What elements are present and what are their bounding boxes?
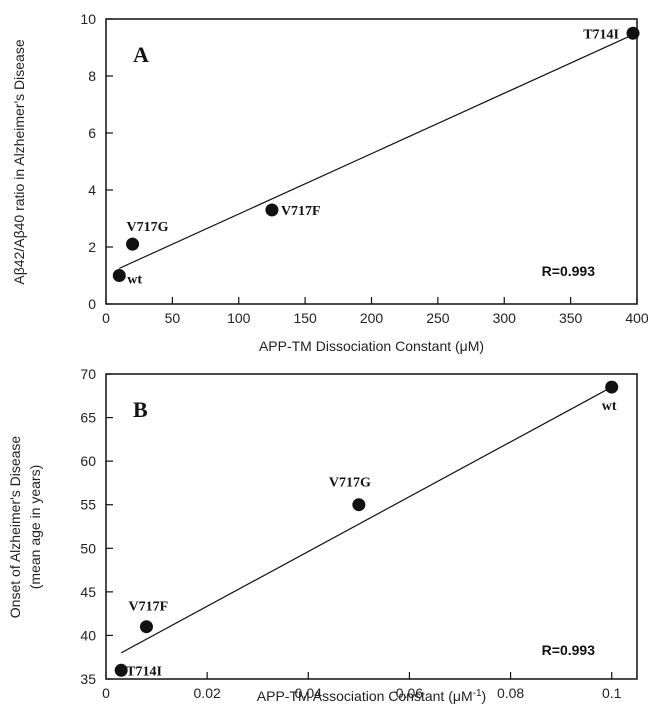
panel-b-y-tick-label: 50	[80, 540, 96, 556]
panel-a: A R=0.993 APP-TM Dissociation Constant (…	[11, 11, 648, 354]
panel-b-x-tick-label: 0.06	[396, 685, 423, 701]
panel-b-marks: T714I V717F V717G wt	[114, 380, 619, 679]
panel-a-y-tick-label: 10	[80, 11, 96, 27]
panel-a-point-label: V717G	[127, 220, 169, 235]
panel-a-y-tick-label: 8	[88, 68, 96, 84]
panel-b-x-axis-title-superscript: -1	[473, 688, 482, 699]
panel-a-x-tick-label: 0	[102, 310, 110, 326]
panel-b-y-tick-label: 60	[80, 453, 96, 469]
panel-b-data-point	[139, 620, 153, 634]
panel-b-x-tick-label: 0.08	[497, 685, 524, 701]
panel-b-x-axis-title: APP-TM Association Constant (μM-1)	[257, 688, 486, 704]
panel-b-x-tick-label: 0.02	[194, 685, 221, 701]
panel-b-y-tick-label: 65	[80, 410, 96, 426]
panel-a-x-tick-label: 50	[165, 310, 181, 326]
panel-b-ticks: 0 0.02 0.04 0.06 0.08 0.1 35 40 45 50 55 60 65 70	[80, 366, 621, 701]
panel-b: B R=0.993 APP-TM Association Constant (μ…	[7, 366, 638, 704]
panel-b-letter: B	[133, 397, 148, 422]
panel-b-data-point	[114, 663, 128, 677]
panel-b-regression-line	[120, 386, 613, 654]
panel-a-marks: wt V717G V717F T714I	[112, 26, 640, 288]
panel-b-y-tick-label: 35	[80, 671, 96, 687]
panel-a-x-tick-label: 400	[625, 310, 648, 326]
panel-a-point-label: V717F	[281, 204, 321, 219]
panel-b-x-tick-label: 0	[102, 685, 110, 701]
panel-b-data-point	[605, 380, 619, 394]
panel-b-x-axis-title-main: APP-TM Association Constant (μM	[257, 688, 473, 704]
panel-a-y-tick-label: 2	[88, 239, 96, 255]
panel-a-x-tick-label: 100	[227, 310, 251, 326]
panel-a-x-tick-label: 150	[293, 310, 317, 326]
panel-b-y-tick-label: 70	[80, 366, 96, 382]
panel-a-point-label: T714I	[583, 27, 619, 42]
panel-a-y-tick-label: 0	[88, 296, 96, 312]
panel-a-x-axis-title: APP-TM Dissociation Constant (μM)	[259, 338, 484, 354]
panel-a-ticks: 0 50 100 150 200 250 300 350 400 0 2 4 6 8 10	[80, 11, 648, 326]
panel-a-data-point	[112, 269, 126, 282]
panel-a-data-point	[626, 26, 640, 40]
panel-b-x-tick-label: 0.1	[602, 685, 622, 701]
panel-b-frame	[105, 373, 638, 680]
panel-a-x-tick-label: 350	[559, 310, 583, 326]
panel-a-regression-line	[119, 34, 634, 269]
panel-b-y-axis-title-line2: (mean age in years)	[27, 465, 43, 590]
panel-b-data-point	[352, 498, 366, 512]
panel-b-point-label: V717F	[128, 600, 168, 615]
panel-b-point-label: T714I	[126, 664, 162, 679]
panel-b-x-tick-label: 0.04	[295, 685, 322, 701]
panel-a-x-tick-label: 200	[360, 310, 384, 326]
panel-b-point-label: wt	[602, 399, 617, 414]
panel-a-x-tick-label: 300	[493, 310, 517, 326]
panel-a-x-tick-label: 250	[426, 310, 450, 326]
panel-a-point-label: wt	[127, 273, 142, 288]
panel-a-y-axis-title: Aβ42/Aβ40 ratio in Alzheimer's Disease	[11, 39, 27, 284]
panel-a-y-tick-label: 4	[88, 182, 96, 198]
panel-b-r-value: R=0.993	[542, 642, 596, 658]
panel-a-y-tick-label: 6	[88, 125, 96, 141]
panel-b-point-label: V717G	[329, 476, 371, 491]
panel-b-x-axis-title-end: )	[482, 688, 487, 704]
panel-a-r-value: R=0.993	[542, 263, 596, 279]
panel-b-y-tick-label: 40	[80, 627, 96, 643]
panel-b-y-tick-label: 45	[80, 584, 96, 600]
panel-a-data-point	[126, 237, 140, 251]
panel-a-letter: A	[133, 42, 149, 67]
panel-b-y-tick-label: 55	[80, 497, 96, 513]
panel-a-data-point	[265, 203, 279, 217]
panel-b-y-axis-title-line1: Onset of Alzheimer's Disease	[7, 436, 23, 619]
panel-a-frame	[105, 18, 638, 305]
